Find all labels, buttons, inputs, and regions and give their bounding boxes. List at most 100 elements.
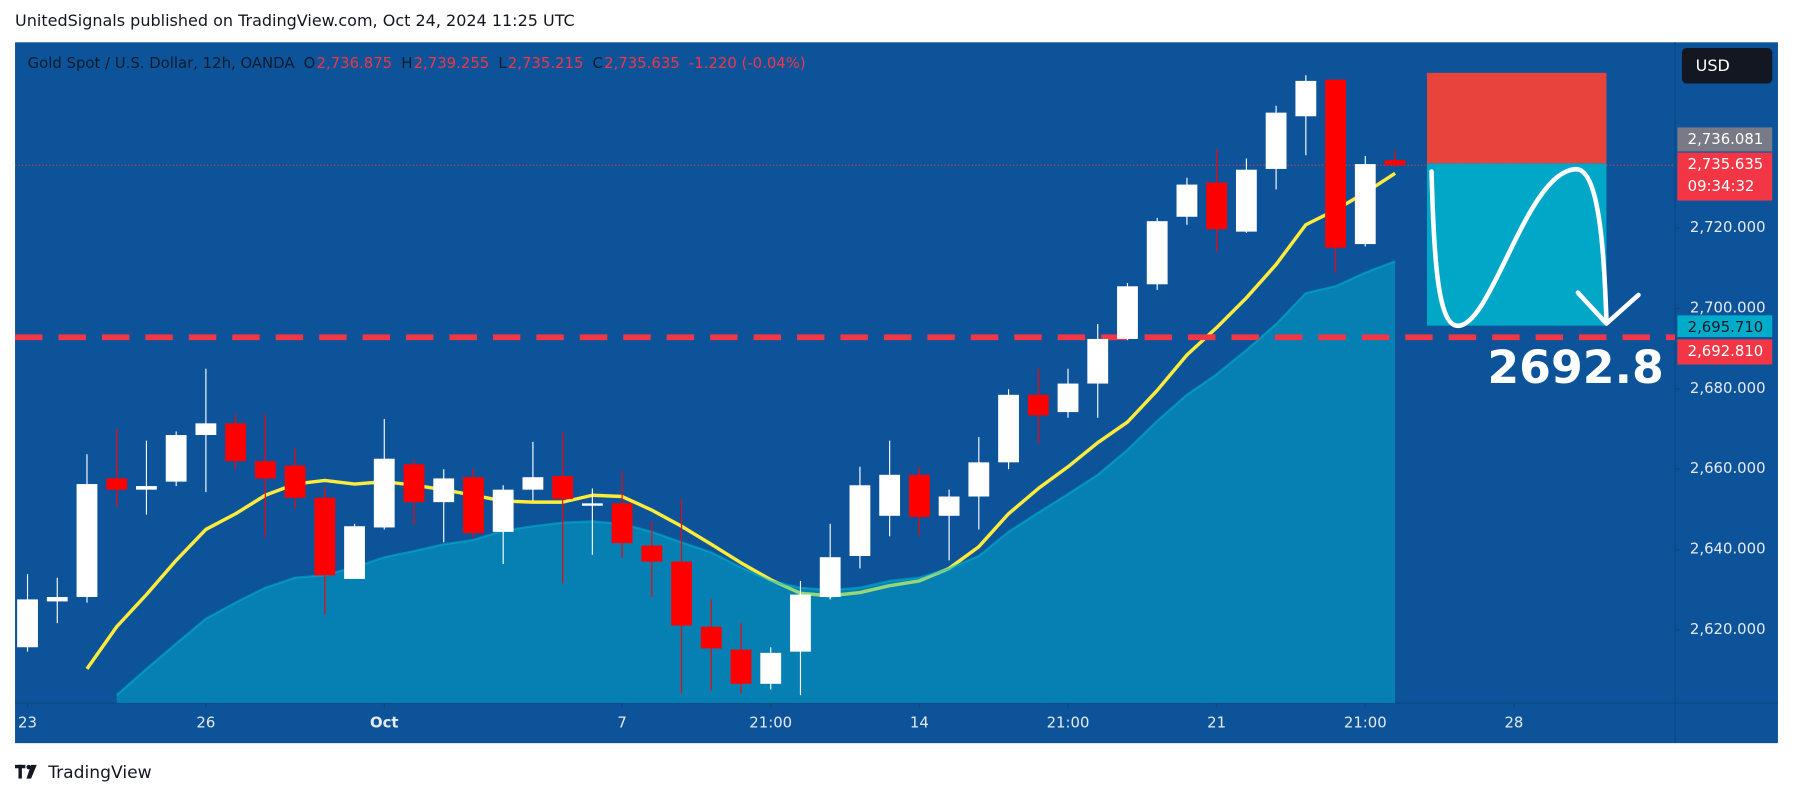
candle-body	[671, 561, 692, 626]
x-tick-label: 14	[910, 714, 929, 732]
logo-part	[18, 764, 22, 779]
target-price-label-box	[1677, 315, 1773, 338]
candle-body	[1325, 79, 1346, 248]
brand-logo	[15, 764, 37, 779]
candle-body	[760, 652, 782, 684]
candle-body	[165, 435, 187, 482]
candle-body	[849, 485, 871, 556]
ohlc-value: 2,735.635	[604, 54, 680, 72]
drawn-arrow	[1429, 166, 1609, 329]
candle-body	[284, 465, 306, 498]
candle-body	[1176, 184, 1198, 217]
level-price-label: 2,692.810	[1688, 342, 1764, 360]
logo-part	[26, 764, 37, 779]
candle-body	[492, 489, 514, 532]
candle-body	[225, 423, 247, 462]
candle-body	[106, 478, 128, 490]
candle-body	[17, 599, 38, 648]
candle-body	[1146, 221, 1168, 285]
symbol-name: Gold Spot / U.S. Dollar, 12h, OANDA	[28, 54, 296, 72]
candle-body	[1295, 80, 1317, 117]
ohlc-value: 2,736.875	[317, 54, 393, 72]
level-price-label-box	[1677, 339, 1773, 365]
candle-body	[1027, 394, 1049, 416]
x-tick-label: 7	[617, 714, 626, 732]
candle-body	[581, 503, 603, 506]
current-price-box	[1677, 152, 1773, 201]
candle-body	[1087, 338, 1109, 384]
candle-body	[46, 596, 68, 602]
currency-button[interactable]	[1681, 48, 1773, 84]
candle-body	[433, 478, 455, 503]
current-price-label: 2,735.635	[1688, 155, 1764, 173]
target-price-label: 2,695.710	[1688, 318, 1764, 336]
candle-body	[344, 526, 365, 579]
candle-body	[700, 626, 722, 649]
ohlc-letter: C	[593, 54, 603, 72]
x-tick-label: 21:00	[1344, 714, 1387, 732]
candle-body	[1384, 160, 1406, 166]
candle-body	[373, 458, 395, 528]
candle-body	[1354, 164, 1376, 245]
x-tick-label: 21:00	[749, 714, 792, 732]
candle-body	[641, 545, 663, 562]
y-tick-label: 2,640.000	[1690, 540, 1766, 558]
candle-body	[611, 503, 633, 544]
published-line: UnitedSignals published on TradingView.c…	[15, 11, 575, 30]
symbol-header: Gold Spot / U.S. Dollar, 12h, OANDA O 2,73…	[28, 54, 806, 72]
ohlc-letter: L	[498, 54, 507, 72]
candle-body	[730, 649, 752, 684]
candle-body	[463, 477, 484, 534]
position-target-zone	[1426, 163, 1607, 326]
x-tick-label: 26	[196, 714, 215, 732]
candle-body	[938, 496, 960, 516]
bar-countdown: 09:34:32	[1688, 177, 1755, 195]
candle-body	[998, 394, 1019, 463]
ohlc-value: 2,735.215	[508, 54, 584, 72]
y-tick-label: 2,660.000	[1690, 459, 1766, 477]
candle-body	[76, 484, 98, 597]
candle-body	[136, 486, 157, 490]
candle-body	[254, 461, 276, 479]
price-change: -1.220 (-0.04%)	[689, 54, 806, 72]
candle-body	[1235, 169, 1257, 232]
candle-body	[552, 476, 574, 499]
candle-body	[908, 474, 930, 518]
level-annotation: 2692.8	[1487, 341, 1663, 394]
ohlc-letter: H	[401, 54, 412, 72]
candle-body	[968, 462, 990, 497]
candle-body	[1206, 182, 1228, 230]
y-tick-label: 2,680.000	[1690, 379, 1766, 397]
candle-body	[314, 497, 336, 576]
arrow-head	[1575, 290, 1641, 326]
x-tick-label: 28	[1504, 714, 1523, 732]
x-tick-label: 21:00	[1047, 714, 1090, 732]
entry-price-label-box	[1677, 127, 1773, 152]
candle-body	[1265, 112, 1287, 169]
y-tick-label: 2,720.000	[1690, 218, 1766, 236]
ohlc-letter: O	[304, 54, 316, 72]
entry-price-label: 2,736.081	[1688, 130, 1764, 148]
moving-average-area	[116, 261, 1396, 704]
currency-label[interactable]: USD	[1696, 56, 1730, 75]
candle-body	[819, 557, 841, 597]
candle-body	[879, 474, 901, 516]
x-tick-label: 21	[1207, 714, 1226, 732]
candle-body	[522, 477, 544, 490]
candle-body	[403, 464, 425, 503]
candle-body	[195, 423, 217, 436]
brand-name: TradingView	[47, 763, 151, 783]
candle-body	[790, 594, 811, 652]
ohlc-value: 2,739.255	[414, 54, 490, 72]
position-stop-zone	[1426, 72, 1607, 164]
y-tick-label: 2,620.000	[1690, 620, 1766, 638]
plot-area	[15, 75, 1676, 704]
candle-body	[1117, 286, 1138, 339]
y-tick-label: 2,700.000	[1690, 298, 1766, 316]
x-tick-label: 23	[18, 714, 37, 732]
overlay-layer: 2,620.000 2,640.000 2,660.000 2,680.000 2,70…	[18, 72, 1766, 732]
x-tick-label: Oct	[370, 714, 399, 732]
candle-body	[1057, 383, 1079, 413]
